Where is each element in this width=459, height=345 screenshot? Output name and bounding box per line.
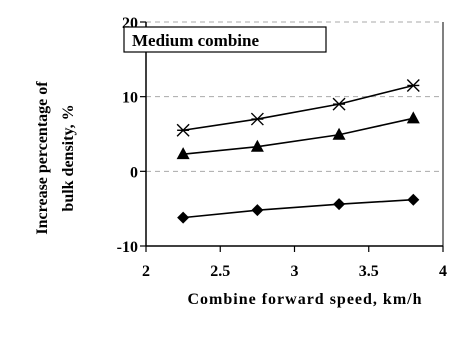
chart-title: Medium combine [132, 31, 259, 50]
chart-title-box: Medium combine [123, 26, 327, 53]
x-axis-ticks: 2 2.5 3 3.5 4 [142, 246, 447, 280]
x-tick-label-1: 2.5 [210, 263, 230, 280]
x-tick-label-4: 4 [439, 263, 447, 280]
data-point-triangle-0 [176, 147, 190, 160]
series-line-triangle [183, 117, 414, 155]
data-point-asterisk-3 [406, 78, 420, 92]
y-axis-title-line2: bulk density, % [60, 104, 77, 211]
series-diamond [177, 193, 420, 224]
data-point-diamond-3 [407, 193, 420, 206]
series-layer [176, 78, 420, 224]
series-line-asterisk [183, 84, 414, 132]
data-point-asterisk-0 [176, 123, 190, 137]
data-point-diamond-0 [177, 211, 190, 224]
data-point-triangle-1 [250, 139, 264, 152]
data-point-asterisk-2 [332, 97, 346, 111]
series-asterisk [176, 78, 420, 137]
y-axis-title-line1: Increase percentage of [34, 81, 51, 235]
series-triangle [176, 111, 420, 160]
y-tick-label-0: -10 [117, 239, 138, 256]
data-point-diamond-2 [333, 198, 346, 211]
series-line-diamond [183, 198, 414, 219]
data-point-triangle-3 [406, 111, 420, 124]
y-tick-label-1: 0 [130, 164, 138, 181]
gridlines [146, 21, 443, 172]
x-tick-label-2: 3 [291, 263, 299, 280]
x-axis-title: Combine forward speed, km/h [187, 291, 422, 308]
y-tick-label-2: 10 [122, 90, 138, 107]
data-point-asterisk-1 [250, 112, 264, 126]
data-point-triangle-2 [332, 127, 346, 140]
x-tick-label-0: 2 [142, 263, 150, 280]
data-point-diamond-1 [251, 204, 264, 217]
x-tick-label-3: 3.5 [359, 263, 379, 280]
